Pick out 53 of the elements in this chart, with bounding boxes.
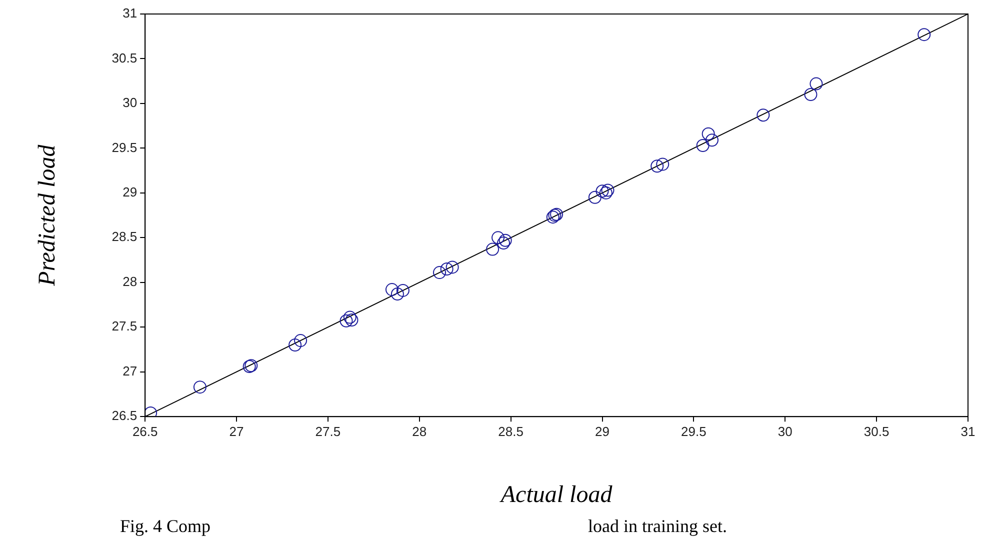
y-tick-label: 27.5 bbox=[112, 318, 138, 334]
point bbox=[588, 190, 602, 204]
y-tick-label: 29.5 bbox=[112, 140, 138, 155]
point bbox=[599, 186, 612, 200]
y-tick-label: 31 bbox=[122, 6, 138, 21]
point bbox=[498, 234, 512, 247]
x-tick-label: 29 bbox=[595, 424, 610, 439]
x-tick-label: 28 bbox=[412, 424, 427, 439]
y-tick-label: 28.5 bbox=[112, 229, 138, 244]
x-tick-label: 27 bbox=[229, 424, 244, 439]
x-tick-label: 27.5 bbox=[315, 424, 341, 439]
x-tick-label: 31 bbox=[960, 424, 976, 439]
point bbox=[288, 338, 302, 352]
x-tick-label: 30 bbox=[778, 424, 792, 439]
point bbox=[696, 139, 710, 152]
y-tick-label: 26.5 bbox=[112, 408, 138, 424]
point bbox=[294, 334, 308, 348]
caption: Fig. 4 Comp bbox=[120, 516, 211, 536]
point bbox=[601, 184, 614, 197]
point bbox=[756, 108, 770, 122]
point bbox=[486, 242, 500, 256]
x-tick-label: 30.5 bbox=[864, 424, 890, 439]
point bbox=[810, 77, 823, 90]
y-tick-label: 30.5 bbox=[112, 50, 138, 66]
point bbox=[396, 284, 410, 297]
point bbox=[385, 283, 398, 296]
y-axis-title: Predicted load bbox=[34, 144, 61, 287]
text: load in training set. bbox=[588, 516, 727, 536]
point bbox=[433, 266, 446, 280]
point bbox=[705, 134, 718, 147]
point bbox=[390, 288, 404, 301]
point bbox=[918, 28, 931, 42]
point bbox=[193, 380, 206, 394]
y-tick-label: 27 bbox=[122, 363, 138, 378]
point bbox=[596, 184, 609, 198]
point bbox=[492, 231, 505, 244]
point bbox=[345, 313, 358, 326]
point bbox=[497, 236, 510, 250]
point bbox=[650, 160, 664, 173]
point bbox=[340, 314, 353, 328]
y-tick-label: 30 bbox=[122, 95, 138, 110]
point bbox=[343, 310, 356, 324]
x-tick-label: 28.5 bbox=[498, 424, 524, 439]
x-axis-title: Actual load bbox=[498, 482, 614, 508]
y-tick-label: 29 bbox=[122, 184, 138, 200]
y-tick-label: 28 bbox=[122, 274, 138, 289]
point bbox=[702, 127, 715, 140]
x-tick-label: 26.5 bbox=[132, 424, 158, 439]
point bbox=[446, 260, 459, 274]
point bbox=[656, 158, 670, 171]
point bbox=[440, 262, 454, 276]
x-tick-label: 29.5 bbox=[681, 424, 706, 439]
point bbox=[804, 88, 818, 102]
